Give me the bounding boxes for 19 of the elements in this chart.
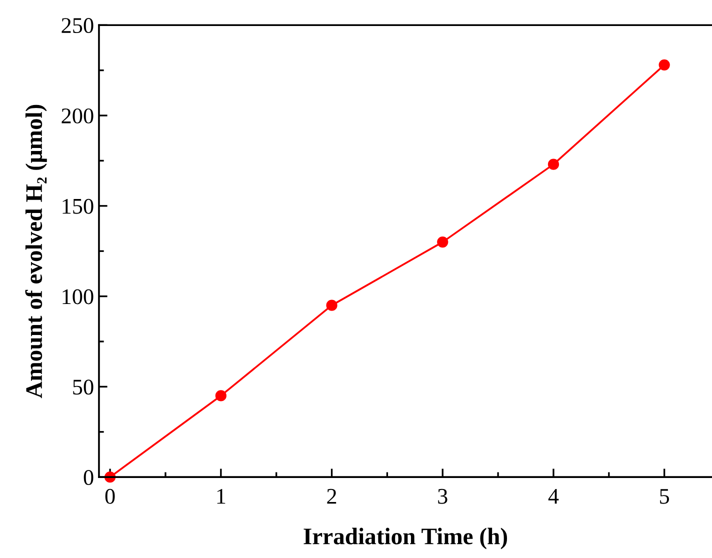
point — [215, 390, 226, 402]
point — [437, 236, 448, 248]
point — [658, 59, 670, 70]
y-tick-label: 150 — [62, 198, 94, 214]
point — [548, 158, 560, 170]
x-tick-label: 2 — [327, 488, 336, 504]
y-axis-title: Amount of evolved H₂ (μmol) — [25, 104, 47, 398]
x-tick-label: 3 — [438, 488, 448, 504]
y-tick-label: 50 — [73, 380, 94, 395]
y-tick-label: 100 — [62, 289, 94, 304]
x-tick-label: 0 — [105, 488, 115, 504]
y-tick-label: 200 — [62, 108, 94, 124]
point — [326, 300, 338, 311]
x-tick-label: 1 — [217, 488, 226, 504]
y-tick-label: 0 — [84, 470, 94, 486]
y-tick-label: 250 — [62, 18, 94, 34]
x-tick-label: 4 — [548, 488, 559, 504]
x-tick-label: 5 — [660, 489, 670, 504]
x-axis-title: Irradiation Time (h) — [304, 528, 507, 550]
